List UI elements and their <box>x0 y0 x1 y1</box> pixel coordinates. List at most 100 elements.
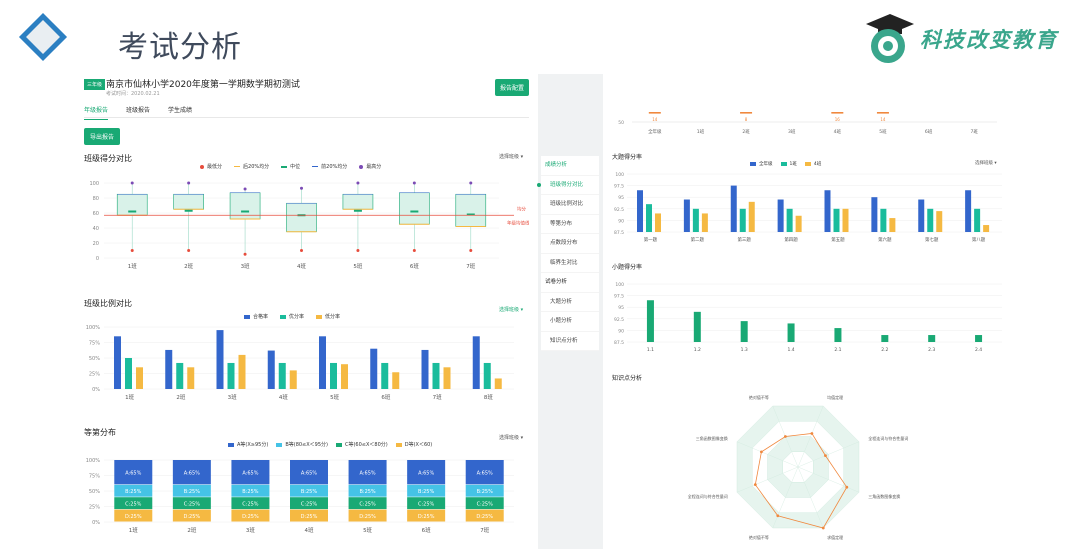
menu-item-grade-dist[interactable]: 等第分布 <box>541 215 599 234</box>
knowledge-radar-chart: 绝对值不等 均值定理全程连词与符合性量词三角函数图像变换求值定理绝对值不等全程连词… <box>688 394 908 540</box>
x-tick-label: 7班 <box>466 262 475 270</box>
strip-bar <box>648 112 661 114</box>
segment-label: C:25% <box>301 501 318 507</box>
segment-B <box>348 484 387 497</box>
segment-A <box>231 460 270 485</box>
legend-item: 1班 <box>780 161 797 167</box>
radar-axis <box>772 466 799 529</box>
top-strip-chart: 50 14 全年级 1班 8 2班 3班 16 4班 14 5班 6班 7班 <box>618 112 997 135</box>
bar-低分率 <box>443 367 451 389</box>
tab-class-report[interactable]: 班级报告 <box>126 107 151 114</box>
legend-item: 低分率 <box>316 313 340 320</box>
segment-label: D:25% <box>301 514 318 520</box>
x-tick-label: 第四题 <box>784 236 798 243</box>
segment-A <box>465 460 504 485</box>
legend-item: 最高分 <box>359 163 381 170</box>
class-select-dist[interactable]: 选择班级 ▾ <box>499 435 524 441</box>
logo-diamond-icon <box>18 12 68 62</box>
radar-axis <box>797 466 824 529</box>
legend-item: 优分率 <box>280 313 304 320</box>
bar <box>787 323 795 342</box>
average-line-label: 均分 <box>517 205 526 212</box>
section-title-grade-dist: 等第分布 <box>84 428 116 437</box>
segment-C <box>231 497 270 510</box>
tab-student-scores[interactable]: 学生成绩 <box>168 107 193 114</box>
segment-label: B:25% <box>301 489 317 495</box>
tab-grade-report[interactable]: 年级报告 <box>84 105 109 120</box>
tab-divider <box>84 117 529 118</box>
radar-point <box>753 483 757 487</box>
segment-C <box>348 497 387 510</box>
section-title-ratio-compare: 班级比例对比 <box>84 299 132 308</box>
ratio-bar-chart: 100% 75% 50% 25% 0% 1班 2班 3班 4班 5班 6班 7班 8班 <box>86 325 514 401</box>
min-point <box>187 249 191 252</box>
segment-D <box>348 509 387 522</box>
segment-C <box>407 497 446 510</box>
legend-item: 前20%均分 <box>312 163 347 170</box>
bar-全年级 <box>824 190 831 232</box>
y-tick-label: 80 <box>93 196 99 202</box>
bar-优分率 <box>125 358 132 389</box>
x-tick-label: 7班 <box>971 128 979 135</box>
bar <box>693 311 701 342</box>
segment-label: D:25% <box>125 514 142 520</box>
x-tick-label: 2班 <box>742 128 750 135</box>
x-tick-label: 5班 <box>353 262 362 270</box>
menu-group-paper-analysis[interactable]: 试卷分析 <box>541 273 599 293</box>
segment-label: D:25% <box>359 514 376 520</box>
y-tick-label: 0% <box>92 387 100 393</box>
legend-grade-dist: A等(X≥95分) B等(80≤X＜95分) C等(60≤X＜80分) D等(X… <box>228 441 432 448</box>
y-tick-label: 50 <box>618 120 624 126</box>
segment-label: C:25% <box>242 501 259 507</box>
y-tick-label: 0 <box>96 256 99 262</box>
x-tick-label: 第八题 <box>972 236 986 243</box>
x-tick-label: 1班 <box>129 526 138 534</box>
x-tick-label: 3班 <box>241 262 250 270</box>
max-point <box>130 181 134 185</box>
menu-item-score-band[interactable]: 点数段分布 <box>541 234 599 254</box>
class-select-ratio[interactable]: 选择班级 ▾ <box>499 307 524 313</box>
strip-bar <box>740 112 753 114</box>
section-title-small-q: 小题得分率 <box>612 264 643 271</box>
menu-group-score-analysis[interactable]: 成绩分析 <box>541 156 599 176</box>
menu-item-score-compare[interactable]: 班级得分对比 <box>541 176 599 195</box>
x-tick-label: 6班 <box>925 128 933 135</box>
min-point <box>300 249 303 252</box>
x-tick-label: 4班 <box>279 393 288 401</box>
x-tick-label: 4班 <box>305 526 314 534</box>
x-tick-label: 1.2 <box>694 347 701 353</box>
bar-低分率 <box>238 354 246 389</box>
bar-低分率 <box>341 364 348 389</box>
section-title-score-compare: 班级得分对比 <box>84 154 132 163</box>
y-tick-label: 97.5 <box>614 294 624 300</box>
export-report-button[interactable]: 导出报告 <box>84 128 121 145</box>
report-config-button[interactable]: 报告配置 <box>495 79 530 96</box>
class-select-big-q[interactable]: 选择班级 ▾ <box>975 161 997 166</box>
menu-item-ratio-compare[interactable]: 班级比例对比 <box>541 195 599 215</box>
menu-item-borderline[interactable]: 临界生对比 <box>541 254 599 273</box>
x-tick-label: 7班 <box>433 393 442 401</box>
x-tick-label: 2班 <box>176 393 185 401</box>
box <box>455 193 487 227</box>
menu-item-small-question[interactable]: 小题分析 <box>541 312 599 332</box>
radar-axis <box>797 466 860 493</box>
menu-item-big-question[interactable]: 大题分析 <box>541 293 599 312</box>
bar-合格率 <box>165 349 173 389</box>
segment-B <box>172 484 211 497</box>
class-select-score[interactable]: 选择班级 ▾ <box>499 154 524 160</box>
section-title-knowledge: 知识点分析 <box>612 375 643 382</box>
radar-axis-label: 全程连词与符合性量词 <box>688 493 728 499</box>
box <box>399 192 430 225</box>
y-tick-label: 100 <box>615 282 624 288</box>
x-tick-label: 全年级 <box>648 128 662 135</box>
grade-average-label: 年级均值线 <box>507 219 529 226</box>
legend-item: D等(X＜60) <box>395 441 432 448</box>
bar-全年级 <box>965 190 972 232</box>
strip-value: 8 <box>745 117 748 122</box>
bar-合格率 <box>114 336 121 389</box>
section-title-big-q: 大题得分率 <box>612 154 643 161</box>
radar-axis <box>736 441 799 468</box>
menu-item-knowledge[interactable]: 知识点分析 <box>541 332 599 351</box>
x-tick-label: 8班 <box>484 393 493 401</box>
segment-label: A:65% <box>125 470 141 476</box>
